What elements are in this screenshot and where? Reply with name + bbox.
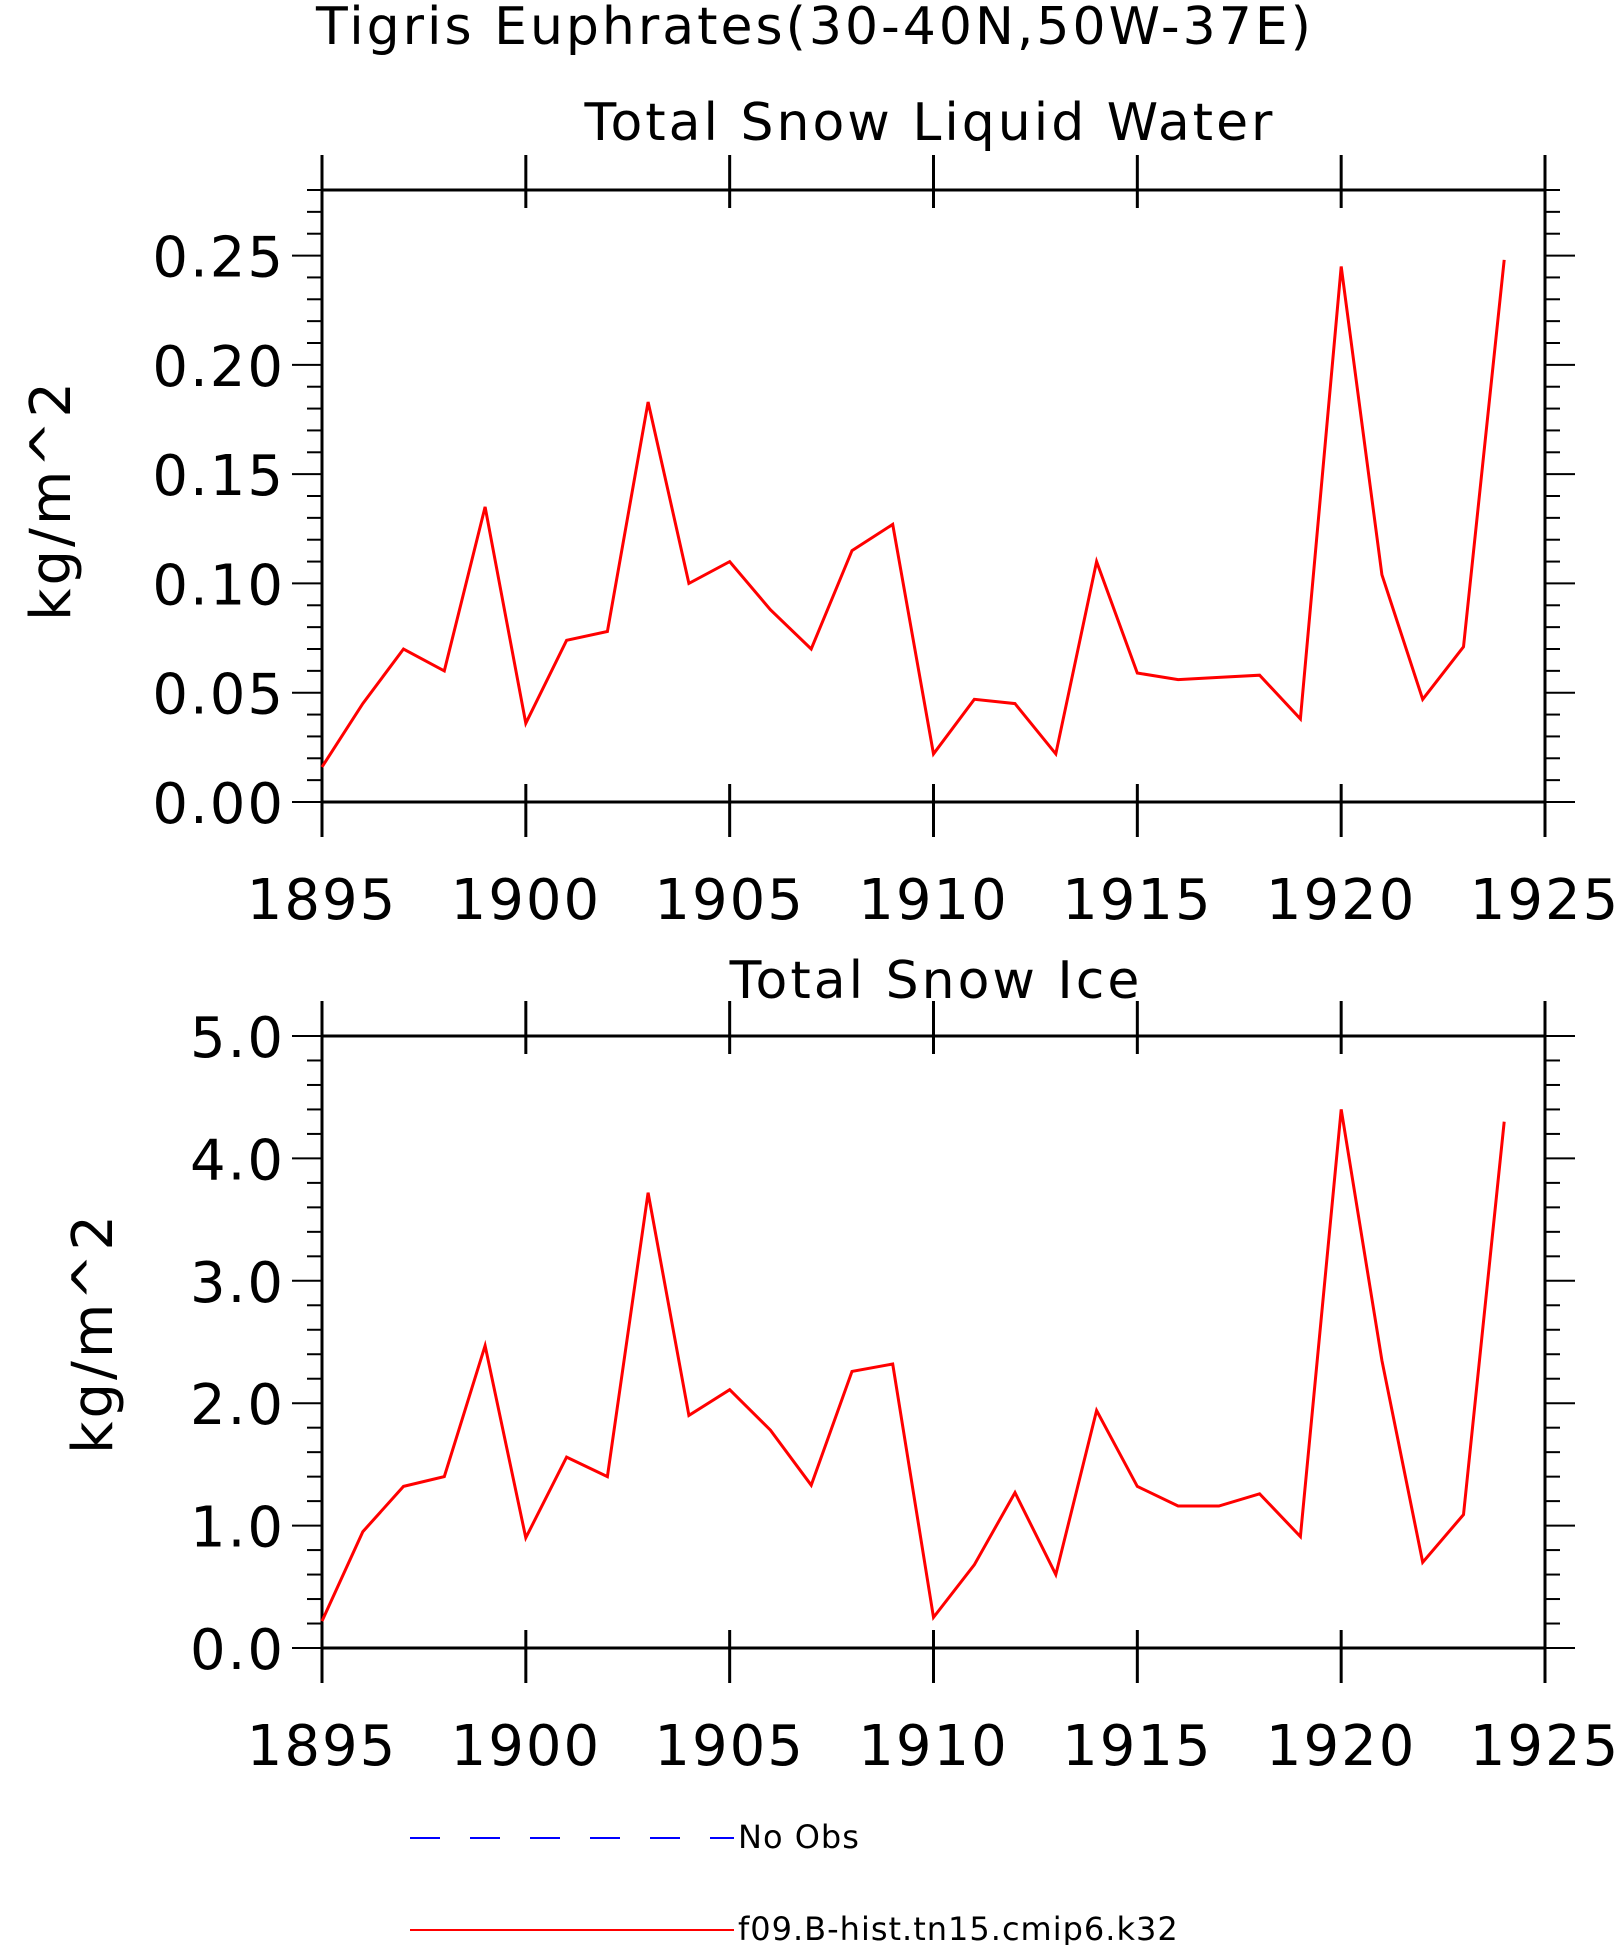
panel1-ytick-label: 0.10 (152, 553, 285, 618)
panel1-ytick-label: 0.00 (152, 772, 285, 837)
panel2-xtick-label: 1905 (654, 1714, 805, 1779)
panel2-series-line (320, 1109, 1506, 1622)
panel1-ytick-label: 0.15 (152, 444, 285, 509)
panel1-xtick-label: 1920 (1266, 868, 1417, 933)
panel2-xtick-label: 1900 (451, 1714, 602, 1779)
panel1-xtick-label: 1925 (1470, 868, 1621, 933)
panel1-ytick-label: 0.25 (152, 226, 285, 291)
panel2-plot: 1895 1900 1905 1910 1915 1920 1925 0.0 1.0 2.0 3.0… (61, 1001, 1621, 1779)
panel1-ylabel: kg/m^2 (19, 379, 84, 621)
panel2-ytick-label: 2.0 (190, 1373, 285, 1438)
panel2-xtick-label: 1920 (1266, 1714, 1417, 1779)
panel1-title: Total Snow Liquid Water (584, 93, 1276, 153)
panel2-ytick-label: 1.0 (190, 1496, 285, 1561)
panel1-ytick-label: 0.05 (152, 663, 285, 728)
panel2-title: Total Snow Ice (729, 951, 1143, 1011)
legend: No Obs f09.B-hist.tn15.cmip6.k32 (410, 1818, 1179, 1945)
panel1-frame (320, 188, 1547, 804)
panel2-xtick-label: 1895 (247, 1714, 398, 1779)
panel2-ytick-label: 5.0 (190, 1006, 285, 1071)
panel1-plot: 1895 1900 1905 1910 1915 1920 1925 0.00 0.05 0.10… (19, 155, 1621, 933)
panel2-xtick-label: 1915 (1062, 1714, 1213, 1779)
panel1-ytick-label: 0.20 (152, 335, 285, 400)
panel1-xtick-label: 1910 (858, 868, 1009, 933)
panel1-xtick-label: 1905 (654, 868, 805, 933)
legend-model-label: f09.B-hist.tn15.cmip6.k32 (738, 1910, 1179, 1945)
panel1-series-line (320, 259, 1506, 768)
panel1-xtick-label: 1900 (451, 868, 602, 933)
panel2-ylabel: kg/m^2 (61, 1212, 126, 1454)
panel2-ytick-label: 4.0 (190, 1128, 285, 1193)
panel2-ytick-label: 0.0 (190, 1618, 285, 1683)
panel2-frame (320, 1034, 1547, 1650)
panel2-xtick-label: 1925 (1470, 1714, 1621, 1779)
panel2-ytick-label: 3.0 (190, 1251, 285, 1316)
legend-no-obs-label: No Obs (738, 1818, 860, 1856)
panel2-xtick-label: 1910 (858, 1714, 1009, 1779)
panel1-xtick-label: 1895 (247, 868, 398, 933)
figure-title: Tigris Euphrates(30-40N,50W-37E) (315, 0, 1314, 57)
panel1-xtick-label: 1915 (1062, 868, 1213, 933)
